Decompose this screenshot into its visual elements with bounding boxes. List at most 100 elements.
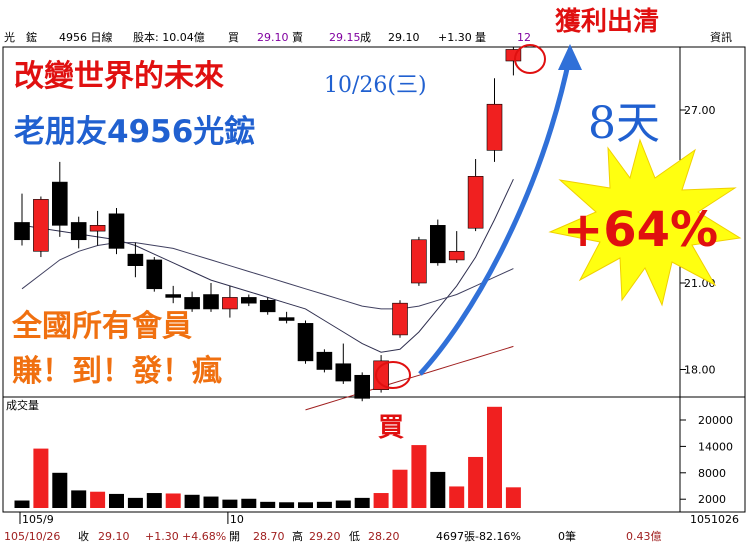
candle [108,208,125,255]
volume-bar [335,500,351,508]
price-tick-label: 18.00 [684,364,716,377]
candle [429,219,446,266]
volume-bar [316,501,332,508]
footer-close-label: 收 [78,529,89,543]
footer-open: 28.70 [253,530,285,543]
candle-body [392,302,408,336]
volume-bar [468,456,484,508]
vol-label: 量 [475,31,486,44]
volume-bar [392,469,408,508]
sell-annotation: 獲利出清 [514,7,659,74]
volume-tick-label: 14000 [698,440,733,453]
starburst-icon [548,138,742,307]
capital-text: 股本: 10.04億 [133,30,205,44]
last-label: 成 [360,31,371,44]
volume-bar [430,471,446,508]
candle-body [33,199,49,252]
members-line1: 全國所有會員 [11,309,192,344]
footer-bar: 105/10/26 收 29.10 +1.30 +4.68% 開 28.70 高… [4,513,739,543]
bid-label: 買 [228,31,239,44]
volume-bar [222,499,238,508]
ma-short-line [21,178,514,353]
candle [51,161,68,237]
candle [241,294,257,307]
candle [33,196,49,258]
candle-body [222,297,238,310]
volume-bar [109,493,124,508]
headline-line2: 老朋友4956光鋐 [14,114,255,150]
candle-body [165,294,181,298]
buy-annotation: 買 [375,361,411,443]
members-line2: 賺！到！發！瘋 [12,354,222,389]
volume-bar [449,486,465,508]
candle [222,285,238,318]
arrow-head-icon [558,44,582,70]
volume-bar [165,493,181,508]
candle [184,291,200,312]
candle [89,210,106,246]
volume-bar [33,448,49,508]
volume-bar [14,500,30,508]
footer-change: +1.30 [145,530,179,543]
ask-label: 賣 [292,30,303,44]
ma-mid-line [21,242,514,310]
volume-tick-label: 8000 [698,467,726,480]
date-text: 10/26(三) [324,73,427,98]
change-value: +1.30 [438,31,472,44]
footer-lots: 0筆 [558,529,576,543]
candle-body [335,363,352,382]
footer-change-pct: +4.68% [182,530,226,543]
headline-line1: 改變世界的未來 [14,59,224,94]
buy-circle [375,361,411,389]
volume-bar [279,502,295,508]
candle [278,311,295,324]
candle-body [51,181,68,226]
time-axis-labels: 105/9 10 [19,512,244,526]
candle [146,257,163,292]
volume-bar [354,497,370,508]
candle-body [70,222,87,241]
sell-circle [514,44,546,74]
vol-value: 12 [517,31,531,44]
candlesticks [14,46,522,402]
candle [70,216,87,249]
candle [127,242,144,278]
footer-open-label: 開 [229,530,240,543]
footer-high: 29.20 [309,530,341,543]
candle [165,285,181,304]
candle-body [467,176,484,229]
candle-body [184,297,200,310]
volume-bar [184,494,200,508]
footer-close: 29.10 [98,530,130,543]
last-value: 29.10 [388,31,420,44]
candle-body [411,239,427,284]
volume-bar [487,406,502,508]
footer-high-label: 高 [292,529,303,543]
volume-bar [298,502,313,508]
buy-mark: 買 [378,413,404,443]
footer-low: 28.20 [368,530,400,543]
volume-bars [14,406,521,508]
candle-body [486,103,503,151]
candle [259,297,276,315]
volume-bar [373,493,389,508]
volume-bar [241,498,257,508]
candle-body [241,297,257,304]
candle-body [259,299,276,313]
days-text: 8天 [588,98,660,149]
stock-code-period: 4956 日線 [59,30,113,44]
price-tick-label: 27.00 [684,104,716,117]
info-tab[interactable]: 資訊 [710,30,732,44]
volume-bar [71,490,87,508]
footer-end-date: 1051026 [690,513,739,526]
profit-text: 獲利出清 [555,7,659,37]
candle [335,343,352,384]
candle-body [448,250,465,261]
candle-body [89,225,106,232]
volume-tick-label: 2000 [698,493,726,506]
footer-amount: 0.43億 [626,530,662,543]
candle-body [14,222,30,241]
stock-name: 光 鋐 [4,30,37,44]
candle [486,78,503,162]
candle-body [146,259,163,290]
